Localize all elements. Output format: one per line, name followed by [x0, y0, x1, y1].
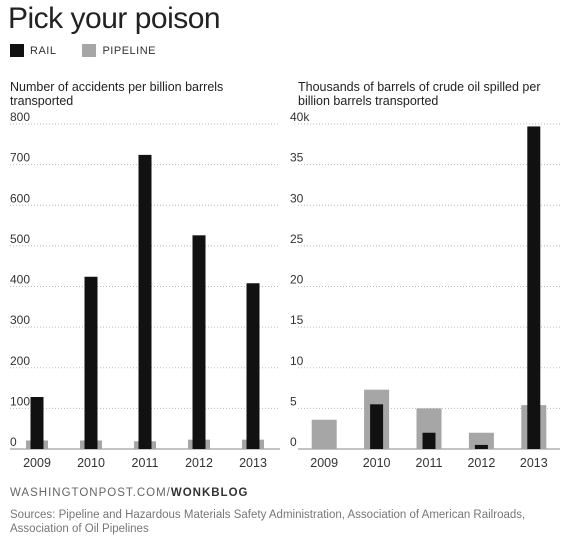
- y-tick-label: 200: [10, 354, 30, 368]
- legend-item-rail: RAIL: [10, 44, 56, 57]
- bar-rail-2011: [422, 432, 436, 449]
- x-tick-label: 2009: [23, 456, 51, 470]
- bar-rail-2009: [30, 397, 44, 449]
- x-tick-label: 2009: [310, 456, 338, 470]
- x-tick-label: 2010: [77, 456, 105, 470]
- y-tick-label: 800: [10, 110, 30, 124]
- y-tick-label: 5: [290, 394, 297, 408]
- y-tick-label: 0: [290, 435, 297, 449]
- y-tick-label: 35: [290, 151, 304, 165]
- y-tick-label: 300: [10, 313, 30, 327]
- chart-spilled: 0 5 10 15 20 25 30 35 40k 2009 2010 2011 2012 2013: [290, 110, 560, 470]
- legend-item-pipeline: PIPELINE: [82, 44, 156, 57]
- source-blog: WONKBLOG: [170, 487, 249, 499]
- bar-rail-2013: [246, 283, 260, 449]
- bar-rail-2012: [192, 235, 206, 449]
- y-tick-label: 400: [10, 273, 30, 287]
- bar-rail-2010: [370, 404, 384, 449]
- x-tick-label: 2012: [185, 456, 213, 470]
- legend-label-pipeline: PIPELINE: [102, 44, 156, 57]
- y-tick-label: 25: [290, 232, 304, 246]
- y-tick-label: 0: [10, 435, 17, 449]
- y-tick-label: 40k: [290, 110, 310, 124]
- y-tick-label: 20: [290, 273, 304, 287]
- y-tick-label: 500: [10, 232, 30, 246]
- x-tick-label: 2011: [416, 456, 443, 470]
- chart-title-accidents: Number of accidents per billion barrels …: [10, 80, 224, 108]
- source-site: WASHINGTONPOST.COM/: [10, 487, 171, 499]
- sources-note: Sources: Pipeline and Hazardous Material…: [10, 509, 526, 535]
- y-tick-label: 100: [10, 394, 30, 408]
- source-line: WASHINGTONPOST.COM/WONKBLOG: [10, 487, 248, 499]
- legend-swatch-rail: [10, 44, 24, 57]
- chart-accidents: 0 100 200 300 400 500 600 700 800 2009 2010 2011 201…: [10, 110, 280, 470]
- x-tick-label: 2013: [520, 456, 548, 470]
- bar-pipeline-2009: [311, 419, 337, 449]
- bar-rail-2011: [138, 154, 152, 449]
- chart-title-spilled: Thousands of barrels of crude oil spille…: [298, 80, 541, 108]
- page-title: Pick your poison: [8, 2, 221, 35]
- y-tick-label: 10: [290, 354, 304, 368]
- bar-rail-2012: [474, 444, 488, 449]
- x-tick-label: 2012: [467, 456, 495, 470]
- y-tick-label: 600: [10, 191, 30, 205]
- bar-rail-2010: [84, 276, 98, 449]
- legend: RAIL PIPELINE: [10, 44, 182, 57]
- y-tick-label: 30: [290, 191, 304, 205]
- x-tick-label: 2010: [363, 456, 391, 470]
- legend-swatch-pipeline: [82, 44, 97, 57]
- x-tick-label: 2013: [239, 456, 267, 470]
- x-tick-label: 2011: [132, 456, 159, 470]
- y-tick-label: 700: [10, 151, 30, 165]
- legend-label-rail: RAIL: [30, 44, 57, 57]
- bar-rail-2013: [527, 126, 541, 449]
- y-tick-label: 15: [290, 313, 304, 327]
